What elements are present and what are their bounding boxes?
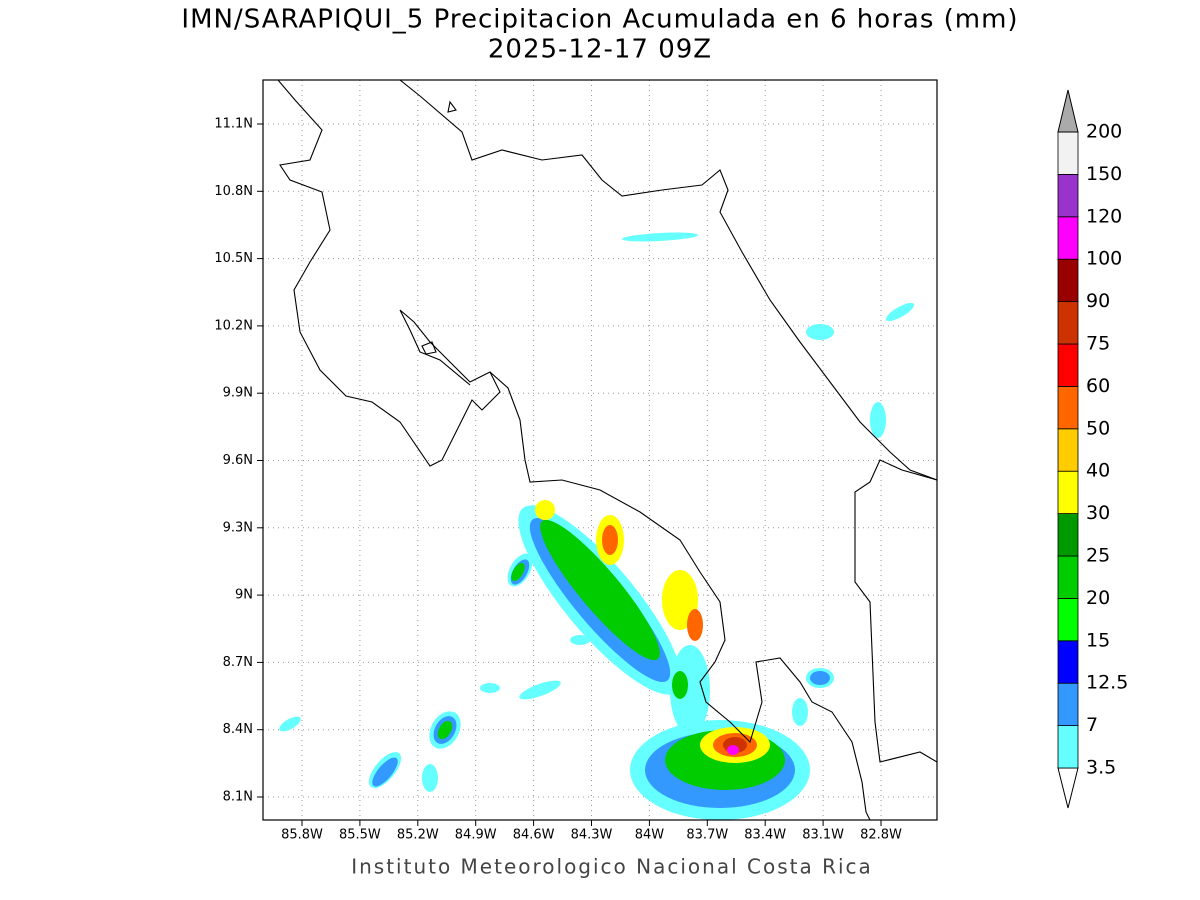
- colorbar-label: 50: [1086, 417, 1110, 439]
- axis-labels: 85.8W 85.5W 85.2W 84.9W 84.6W 84.3W 84W 83.7W 83…: [214, 117, 902, 843]
- colorbar-label: 100: [1086, 248, 1122, 270]
- colorbar: 3.5 7 12.5 15 20 25 30 40 50 60 75 90 100 120 150 200: [1057, 89, 1128, 809]
- colorbar-swatch: [1057, 598, 1079, 642]
- colorbar-label: 75: [1086, 333, 1110, 355]
- lat-label: 9.6N: [223, 453, 253, 468]
- colorbar-high: [1057, 89, 1079, 133]
- colorbar-label: 200: [1086, 121, 1122, 143]
- colorbar-low: [1057, 767, 1079, 809]
- lat-label: 10.2N: [214, 318, 253, 333]
- colorbar-swatch: [1057, 725, 1079, 769]
- lat-label: 9N: [235, 588, 253, 603]
- lon-label: 85.5W: [339, 828, 381, 843]
- lat-label: 9.9N: [223, 386, 253, 401]
- lon-label: 85.8W: [281, 828, 323, 843]
- colorbar-label: 20: [1086, 587, 1110, 609]
- colorbar-swatch: [1057, 640, 1079, 684]
- subtitle: 2025-12-17 09Z: [488, 35, 712, 65]
- colorbar-swatch: [1057, 470, 1079, 515]
- lon-label: 84.6W: [513, 828, 555, 843]
- lon-label: 84W: [635, 828, 665, 843]
- colorbar-label: 90: [1086, 290, 1110, 312]
- title: IMN/SARAPIQUI_5 Precipitacion Acumulada …: [181, 5, 1018, 35]
- map-frame: [262, 79, 938, 821]
- lon-label: 83.7W: [686, 828, 728, 843]
- colorbar-swatch: [1057, 385, 1079, 430]
- lon-label: 82.8W: [860, 828, 902, 843]
- colorbar-label: 120: [1086, 205, 1122, 227]
- colorbar-swatch: [1057, 682, 1079, 727]
- lat-label: 11.1N: [214, 117, 253, 132]
- lon-label: 83.4W: [744, 828, 786, 843]
- precipitation: [279, 232, 915, 820]
- footer: Instituto Meteorologico Nacional Costa R…: [351, 855, 873, 879]
- colorbar-swatch: [1057, 301, 1079, 345]
- colorbar-swatch: [1057, 428, 1079, 472]
- colorbar-label: 40: [1086, 460, 1110, 482]
- colorbar-swatch: [1057, 513, 1079, 557]
- colorbar-swatch: [1057, 258, 1079, 303]
- lat-label: 9.3N: [223, 520, 253, 535]
- coastline: [277, 80, 937, 820]
- lat-label: 10.5N: [214, 251, 253, 266]
- lat-label: 8.7N: [223, 655, 253, 670]
- colorbar-label: 25: [1086, 545, 1110, 567]
- lat-label: 10.8N: [214, 184, 253, 199]
- colorbar-label: 15: [1086, 629, 1110, 651]
- colorbar-label: 7: [1086, 714, 1098, 736]
- colorbar-label: 3.5: [1086, 757, 1116, 779]
- grid: [263, 80, 937, 820]
- colorbar-label: 150: [1086, 163, 1122, 185]
- lon-label: 83.1W: [802, 828, 844, 843]
- colorbar-label: 30: [1086, 502, 1110, 524]
- lat-label: 8.4N: [223, 722, 253, 737]
- colorbar-label: 12.5: [1086, 672, 1128, 694]
- colorbar-swatch: [1057, 555, 1079, 599]
- colorbar-swatch: [1057, 343, 1079, 387]
- colorbar-swatch: [1057, 173, 1079, 218]
- lon-label: 85.2W: [397, 828, 439, 843]
- colorbar-swatch: [1057, 131, 1079, 175]
- lon-label: 84.3W: [571, 828, 613, 843]
- lat-label: 8.1N: [223, 790, 253, 805]
- lon-label: 84.9W: [455, 828, 497, 843]
- colorbar-label: 60: [1086, 375, 1110, 397]
- colorbar-swatch: [1057, 216, 1079, 260]
